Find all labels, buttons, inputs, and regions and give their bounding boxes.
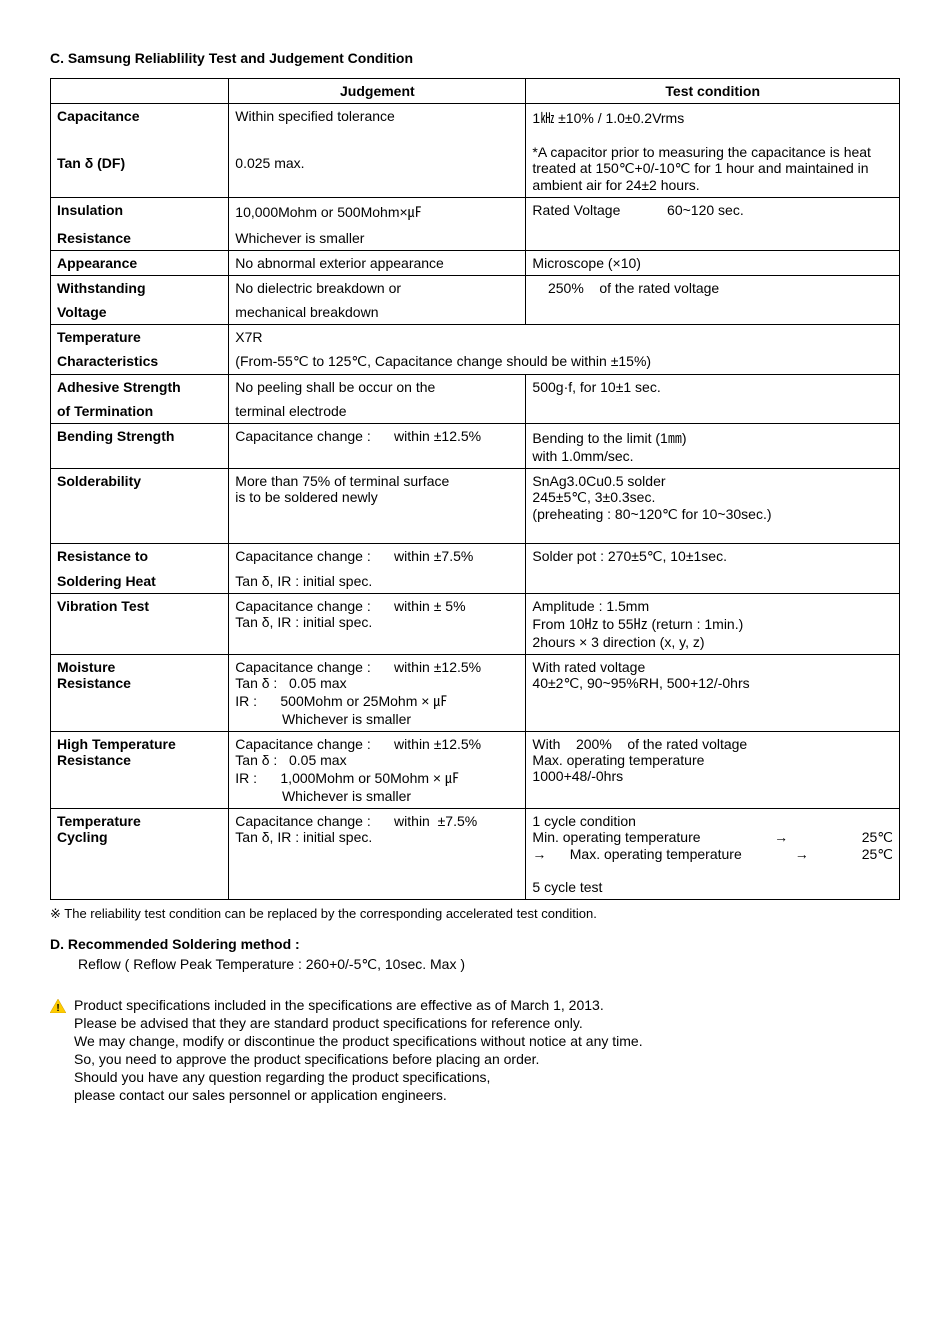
row-tc2: Characteristics (From-55℃ to 125℃, Capac…: [51, 349, 900, 375]
row-tcy: Temperature Cycling Capacitance change :…: [51, 809, 900, 900]
cell-cap-test: 1㎑ ±10% / 1.0±0.2Vrms *A capacitor prior…: [526, 104, 900, 198]
row-wv1: Withstanding No dielectric breakdown or …: [51, 276, 900, 301]
section-c-title: C. Samsung Reliablility Test and Judgeme…: [50, 50, 900, 66]
cell-htr-label: High Temperature Resistance: [51, 732, 229, 809]
cell-htr-t: With 200% of the rated voltage Max. oper…: [526, 732, 900, 809]
reliability-table: Judgement Test condition Capacitance Wit…: [50, 78, 900, 900]
row-htr: High Temperature Resistance Capacitance …: [51, 732, 900, 809]
row-rsh1: Resistance to Capacitance change : withi…: [51, 544, 900, 570]
section-d-title: D. Recommended Soldering method :: [50, 936, 900, 952]
warning-icon: !: [50, 999, 66, 1013]
row-ir1: Insulation 10,000Mohm or 500Mohm×㎌ Rated…: [51, 198, 900, 227]
cell-tcy-label: Temperature Cycling: [51, 809, 229, 900]
header-judgement: Judgement: [229, 79, 526, 104]
cell-tcy-j: Capacitance change : within ±7.5% Tan δ,…: [229, 809, 526, 900]
row-tc1: Temperature X7R: [51, 325, 900, 350]
warning-text: Product specifications included in the s…: [74, 997, 643, 1105]
row-rsh2: Soldering Heat Tan δ, IR : initial spec.: [51, 569, 900, 594]
header-blank: [51, 79, 229, 104]
row-appearance: Appearance No abnormal exterior appearan…: [51, 251, 900, 276]
cell-mr-j: Capacitance change : within ±12.5% Tan δ…: [229, 655, 526, 732]
section-d-body: Reflow ( Reflow Peak Temperature : 260+0…: [78, 956, 900, 973]
cell-mr-label: Moisture Resistance: [51, 655, 229, 732]
row-mr: Moisture Resistance Capacitance change :…: [51, 655, 900, 732]
row-as2: of Termination terminal electrode: [51, 399, 900, 424]
row-bending: Bending Strength Capacitance change : wi…: [51, 424, 900, 469]
header-test: Test condition: [526, 79, 900, 104]
row-solder: Solderability More than 75% of terminal …: [51, 469, 900, 544]
cell-vib-j: Capacitance change : within ± 5% Tan δ, …: [229, 594, 526, 655]
cell-vib-t: Amplitude : 1.5mm From 10㎐ to 55㎐ (retur…: [526, 594, 900, 655]
row-wv2: Voltage mechanical breakdown: [51, 300, 900, 325]
cell-bending-test: Bending to the limit (1㎜) with 1.0mm/sec…: [526, 424, 900, 469]
cell-mr-t: With rated voltage 40±2℃, 90~95%RH, 500+…: [526, 655, 900, 732]
warning-block: ! Product specifications included in the…: [50, 997, 900, 1105]
cell-htr-j: Capacitance change : within ±12.5% Tan δ…: [229, 732, 526, 809]
row-capacitance: Capacitance Within specified tolerance 1…: [51, 104, 900, 151]
cell-solder-t: SnAg3.0Cu0.5 solder 245±5℃, 3±0.3sec. (p…: [526, 469, 900, 544]
cell-tcy-t: 1 cycle condition Min. operating tempera…: [526, 809, 900, 900]
cell-solder-j: More than 75% of terminal surface is to …: [229, 469, 526, 544]
row-as1: Adhesive Strength No peeling shall be oc…: [51, 375, 900, 400]
svg-text:!: !: [56, 1003, 59, 1013]
row-vib: Vibration Test Capacitance change : with…: [51, 594, 900, 655]
section-c-footnote: ※ The reliability test condition can be …: [50, 906, 900, 922]
row-ir2: Resistance Whichever is smaller: [51, 226, 900, 251]
